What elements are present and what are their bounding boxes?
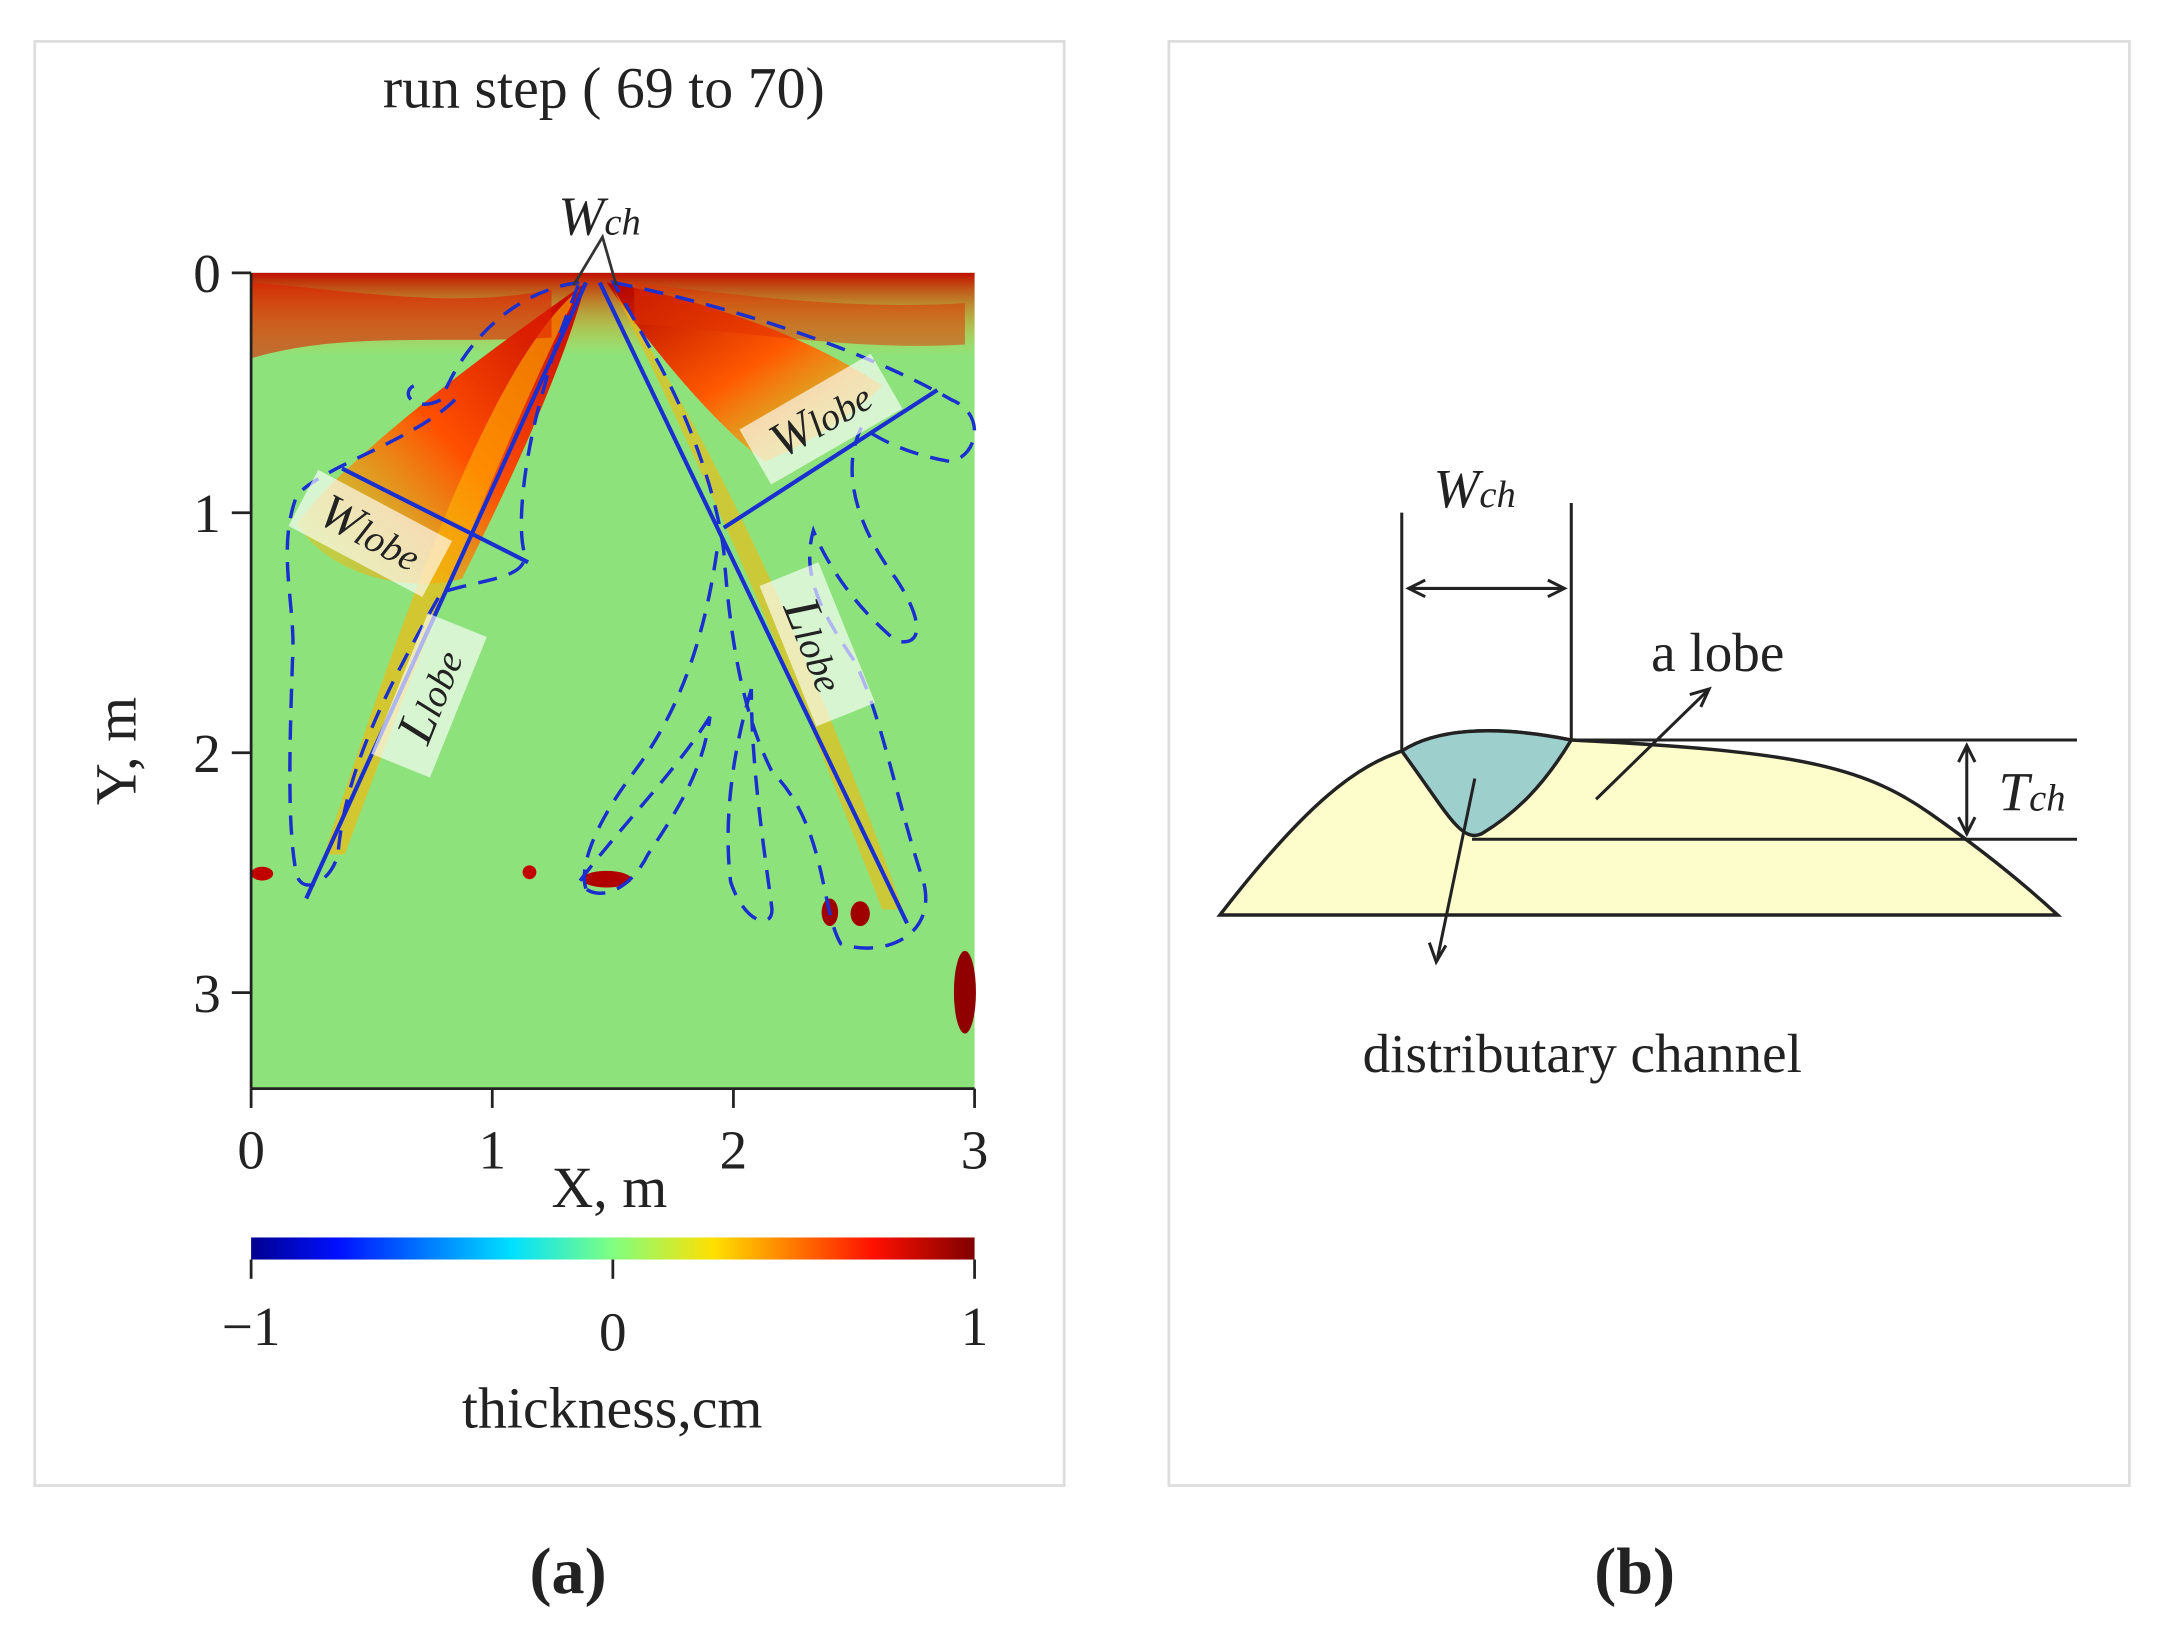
y-tick-label: 2 [193,723,221,784]
diagram-label: Tch [1998,761,2065,822]
y-axis-label: Y, m [83,697,148,805]
y-tick-label: 0 [193,243,221,304]
annotation-box: Wlobe [739,353,903,485]
annotation-box: Wlobe [288,469,453,598]
x-tick-label: 2 [720,1120,748,1181]
caption: (a) [530,1535,607,1608]
colorbar-tick-label: 1 [961,1296,989,1357]
measure-lines [304,281,939,925]
colorbar-tick-label: −1 [222,1296,281,1357]
colorbar-label: thickness,cm [462,1376,763,1441]
x-axis-label: X, m [552,1155,668,1220]
diagram-label: a lobe [1651,622,1784,683]
annotation-box: Llobe [759,562,876,727]
annotation: Wch [558,185,640,246]
colorbar [251,1237,975,1260]
y-tick-label: 1 [193,483,221,544]
diagram-label: distributary channel [1363,1023,1802,1084]
x-tick-label: 0 [237,1120,265,1181]
colorbar-tick-label: 0 [599,1301,627,1362]
diagram-label: Wch [1433,458,1515,519]
caption: (b) [1594,1535,1675,1608]
contours [285,280,977,950]
x-tick-label: 1 [478,1120,506,1181]
wch-marker [572,233,618,286]
lobe-diagram [1216,502,2078,966]
annotation-box: Llobe [371,613,487,778]
x-tick-label: 3 [961,1120,989,1181]
chart-title: run step ( 69 to 70) [383,55,825,120]
y-tick-label: 3 [193,963,221,1024]
